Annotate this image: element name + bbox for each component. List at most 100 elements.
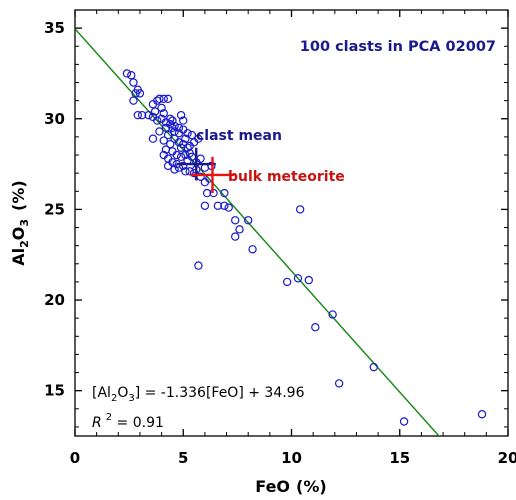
- data-point: [170, 127, 179, 136]
- y-axis-sub1: 2: [18, 240, 31, 248]
- data-point: [282, 277, 292, 287]
- data-point: [163, 130, 173, 140]
- axis-ticks: 0 5 10 15 20 15 20 25 30 35: [44, 9, 516, 467]
- data-point: [304, 275, 314, 285]
- data-point: [135, 89, 145, 98]
- data-point: [213, 201, 223, 210]
- data-point: [220, 201, 229, 210]
- y-axis-al: Al: [9, 248, 28, 266]
- data-point: [159, 136, 168, 145]
- data-point: [295, 205, 305, 214]
- data-point: [129, 96, 138, 105]
- x-tick-label: 10: [281, 449, 302, 467]
- data-point: [176, 152, 186, 162]
- data-point: [200, 201, 210, 210]
- clast-mean-label: clast mean: [196, 128, 282, 144]
- data-point: [137, 110, 147, 120]
- x-axis-title: FeO (%): [255, 477, 326, 496]
- data-point: [166, 114, 175, 123]
- x-tick-label: 0: [70, 449, 80, 467]
- data-point: [179, 161, 188, 171]
- x-tick-label: 5: [178, 449, 188, 467]
- chart-title: 100 clasts in PCA 02007: [300, 39, 496, 55]
- data-point: [166, 120, 175, 129]
- data-point: [293, 274, 303, 283]
- x-axis-label: FeO: [255, 477, 290, 496]
- regression-line: [75, 28, 440, 436]
- y-axis-o: O: [9, 227, 28, 241]
- x-axis-unit: (%): [296, 477, 327, 496]
- data-point: [399, 417, 409, 426]
- data-point: [157, 103, 166, 113]
- data-point: [170, 121, 179, 131]
- data-point: [220, 188, 229, 198]
- r-sup: 2: [106, 412, 112, 423]
- plot-frame: [74, 9, 509, 437]
- data-point: [231, 232, 240, 241]
- y-tick-label: 20: [44, 291, 65, 309]
- data-point: [243, 216, 253, 225]
- eq-part1: [Al: [92, 385, 111, 401]
- x-tick-label: 20: [498, 449, 516, 467]
- data-point: [127, 71, 136, 80]
- r-rest: = 0.91: [112, 415, 164, 431]
- data-point: [174, 129, 184, 138]
- data-point: [183, 143, 192, 152]
- data-point: [477, 410, 487, 419]
- eq-sub1: 2: [111, 393, 117, 404]
- data-point: [369, 362, 378, 372]
- data-point: [159, 109, 168, 118]
- data-point: [133, 110, 142, 120]
- data-point: [235, 225, 244, 234]
- data-point: [163, 94, 173, 104]
- data-point: [181, 167, 190, 176]
- bulk-meteorite-label: bulk meteorite: [228, 169, 345, 185]
- data-point: [181, 134, 190, 143]
- data-point: [194, 261, 203, 270]
- y-tick-label: 25: [44, 200, 65, 218]
- mean-markers: [176, 147, 235, 194]
- data-point: [328, 310, 337, 319]
- r-symbol: R: [92, 415, 102, 431]
- eq-sub2: 3: [128, 393, 134, 404]
- data-point: [202, 188, 212, 198]
- x-tick-label: 15: [389, 449, 410, 467]
- data-point: [176, 143, 186, 152]
- y-tick-label: 35: [44, 19, 65, 37]
- data-point: [166, 139, 175, 149]
- data-point: [129, 78, 138, 87]
- data-point: [122, 69, 132, 78]
- data-point: [155, 127, 164, 136]
- eq-part3: ] = -1.336[FeO] + 34.96: [135, 385, 305, 401]
- data-point: [150, 107, 160, 116]
- data-point: [144, 110, 153, 120]
- data-point: [187, 130, 197, 140]
- data-point: [153, 116, 162, 125]
- data-point: [172, 150, 181, 160]
- data-point: [170, 165, 179, 174]
- data-point: [179, 116, 188, 125]
- data-point: [174, 138, 184, 147]
- data-point: [248, 245, 257, 254]
- data-point: [200, 178, 210, 187]
- data-point: [176, 110, 186, 120]
- data-point: [311, 323, 320, 332]
- data-point: [231, 216, 240, 225]
- fit-equation: [Al2O3] = -1.336[FeO] + 34.96: [92, 385, 305, 404]
- y-axis-unit: (%): [9, 180, 28, 211]
- y-axis-sub2: 3: [18, 219, 31, 227]
- fit-line-group: [75, 28, 440, 436]
- eq-part2: O: [117, 385, 128, 401]
- y-tick-label: 30: [44, 110, 65, 128]
- data-point: [163, 161, 173, 171]
- y-tick-label: 15: [44, 382, 65, 400]
- data-point: [183, 129, 192, 138]
- data-point: [334, 379, 344, 388]
- data-point: [155, 94, 164, 104]
- data-points: [122, 69, 487, 426]
- data-point: [159, 150, 168, 160]
- data-point: [159, 94, 168, 104]
- y-axis-title: Al2O3 (%): [9, 180, 31, 265]
- data-point: [194, 134, 203, 143]
